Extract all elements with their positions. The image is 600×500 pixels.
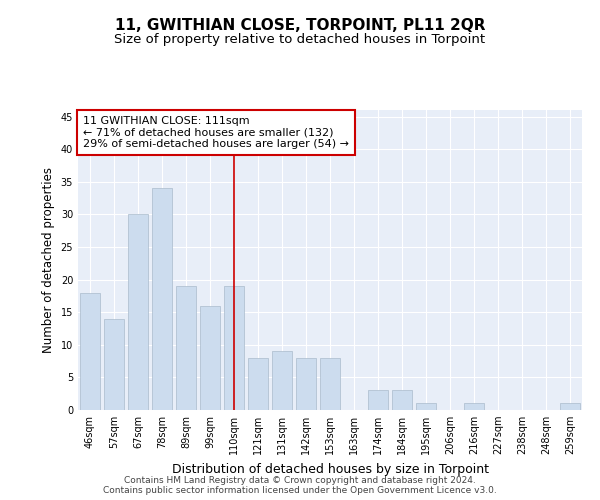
Bar bbox=[224, 286, 244, 410]
Bar bbox=[104, 318, 124, 410]
Bar bbox=[368, 390, 388, 410]
Y-axis label: Number of detached properties: Number of detached properties bbox=[42, 167, 55, 353]
Bar bbox=[296, 358, 316, 410]
Bar bbox=[200, 306, 220, 410]
Bar bbox=[392, 390, 412, 410]
Bar bbox=[416, 404, 436, 410]
Bar bbox=[272, 352, 292, 410]
Bar bbox=[320, 358, 340, 410]
Bar bbox=[80, 292, 100, 410]
Bar bbox=[464, 404, 484, 410]
Bar bbox=[152, 188, 172, 410]
Bar bbox=[128, 214, 148, 410]
Bar bbox=[248, 358, 268, 410]
Bar bbox=[560, 404, 580, 410]
Text: Size of property relative to detached houses in Torpoint: Size of property relative to detached ho… bbox=[115, 32, 485, 46]
Bar bbox=[176, 286, 196, 410]
X-axis label: Distribution of detached houses by size in Torpoint: Distribution of detached houses by size … bbox=[172, 462, 488, 475]
Text: 11, GWITHIAN CLOSE, TORPOINT, PL11 2QR: 11, GWITHIAN CLOSE, TORPOINT, PL11 2QR bbox=[115, 18, 485, 32]
Text: Contains HM Land Registry data © Crown copyright and database right 2024.
Contai: Contains HM Land Registry data © Crown c… bbox=[103, 476, 497, 495]
Text: 11 GWITHIAN CLOSE: 111sqm
← 71% of detached houses are smaller (132)
29% of semi: 11 GWITHIAN CLOSE: 111sqm ← 71% of detac… bbox=[83, 116, 349, 149]
